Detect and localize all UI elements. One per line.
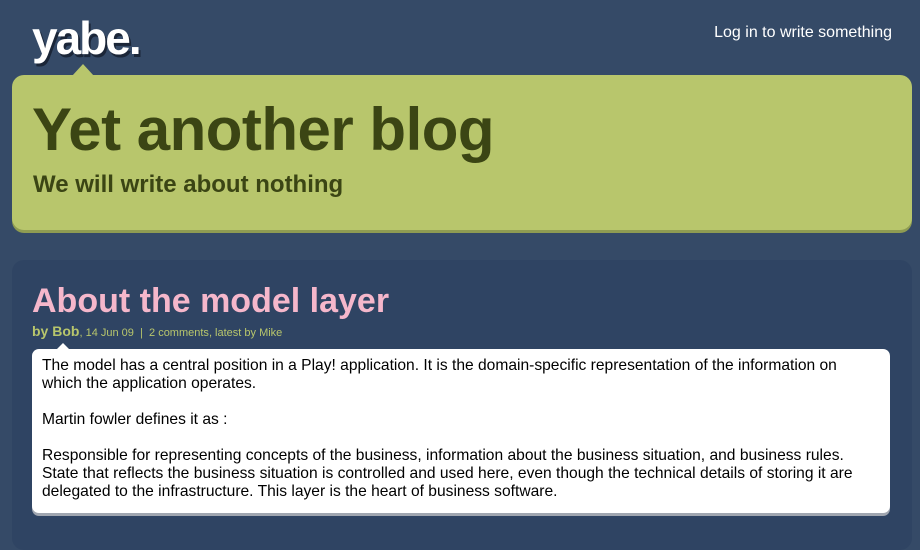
blog-header: Yet another blog We will write about not… bbox=[12, 75, 912, 230]
post-paragraph: Responsible for representing concepts of… bbox=[42, 447, 853, 500]
post-date: 14 Jun 09 bbox=[85, 327, 134, 339]
body-pointer bbox=[56, 343, 70, 350]
latest-commenter: , latest by Mike bbox=[208, 327, 283, 339]
meta-comma: , bbox=[79, 327, 86, 339]
meta-separator: | bbox=[140, 327, 143, 339]
site-logo[interactable]: yabe. bbox=[32, 12, 142, 64]
post-paragraph: Martin fowler defines it as : bbox=[42, 411, 228, 428]
post: About the model layer by Bob, 14 Jun 09 … bbox=[12, 260, 912, 550]
blog-subtitle: We will write about nothing bbox=[33, 171, 344, 198]
header-pointer bbox=[72, 64, 94, 76]
comments-link[interactable]: 2 comments bbox=[149, 327, 209, 339]
post-content: The model has a central position in a Pl… bbox=[32, 349, 890, 513]
blog-title[interactable]: Yet another blog bbox=[32, 96, 495, 163]
post-paragraph: The model has a central position in a Pl… bbox=[42, 357, 837, 392]
post-meta: by Bob, 14 Jun 09 | 2 comments, latest b… bbox=[32, 323, 282, 341]
post-author: by Bob bbox=[32, 323, 80, 339]
post-title[interactable]: About the model layer bbox=[32, 282, 390, 320]
login-link[interactable]: Log in to write something bbox=[714, 24, 892, 41]
